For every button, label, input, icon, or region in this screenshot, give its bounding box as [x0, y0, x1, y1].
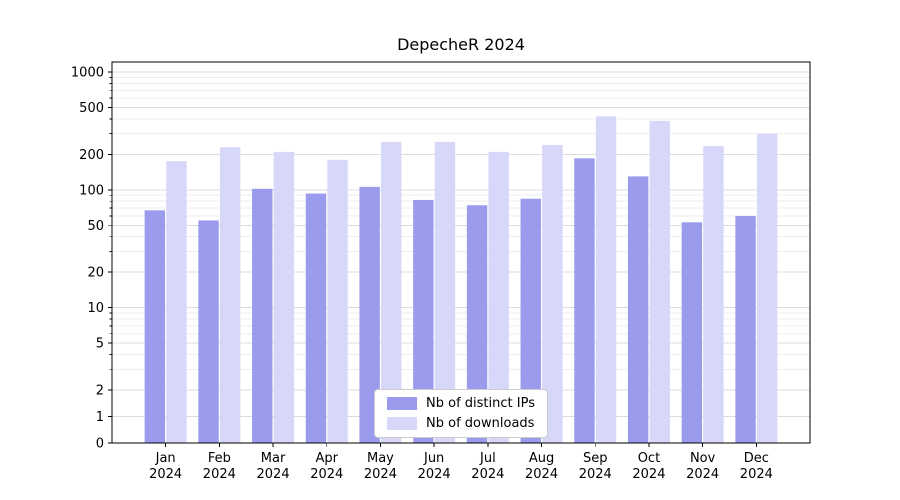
y-tick-label: 2: [96, 384, 104, 399]
x-tick-label-month: Nov: [690, 451, 716, 466]
x-tick-label-year: 2024: [257, 467, 290, 482]
bar-distinct-ips-jun: [413, 199, 434, 443]
bar-distinct-ips-dec: [735, 215, 756, 443]
bar-downloads-may: [381, 141, 402, 444]
y-tick-label: 200: [79, 148, 104, 163]
bar-distinct-ips-may: [359, 186, 380, 443]
x-tick-label-year: 2024: [579, 467, 612, 482]
bar-downloads-nov: [703, 146, 724, 444]
bars: [144, 116, 778, 444]
x-tick-label-month: Aug: [529, 451, 554, 466]
y-tick-label: 500: [79, 101, 104, 116]
y-tick-label: 50: [87, 219, 104, 234]
bar-downloads-dec: [756, 133, 778, 443]
bar-distinct-ips-feb: [198, 220, 219, 443]
bar-downloads-apr: [327, 159, 348, 443]
x-axis: Jan2024Feb2024Mar2024Apr2024May2024Jun20…: [149, 443, 773, 482]
bar-downloads-jul: [488, 151, 509, 443]
bar-distinct-ips-apr: [305, 193, 327, 443]
x-tick-label-month: Feb: [208, 451, 231, 466]
bar-downloads-oct: [649, 120, 670, 443]
x-tick-label-month: Oct: [638, 451, 660, 466]
x-tick-label-month: Jul: [479, 451, 496, 466]
x-tick-label-month: Sep: [583, 451, 608, 466]
bar-distinct-ips-mar: [252, 188, 273, 443]
bar-distinct-ips-jan: [144, 210, 166, 443]
chart-title: DepecheR 2024: [397, 35, 525, 54]
x-tick-label-year: 2024: [310, 467, 343, 482]
bar-downloads-jan: [166, 161, 187, 443]
x-tick-label-month: Mar: [261, 451, 286, 466]
bar-downloads-aug: [542, 145, 563, 443]
x-tick-label-year: 2024: [740, 467, 773, 482]
x-tick-label-month: May: [367, 451, 394, 466]
x-tick-label-year: 2024: [364, 467, 397, 482]
bar-downloads-feb: [219, 147, 241, 443]
x-tick-label-year: 2024: [686, 467, 719, 482]
x-tick-label-year: 2024: [471, 467, 504, 482]
y-axis: 0 1 2 5 10 20 50 100 200 500 1000: [71, 66, 112, 452]
bar-distinct-ips-jul: [466, 205, 488, 443]
y-tick-label: 0: [96, 437, 104, 452]
legend-swatch-distinct-ips: [387, 397, 418, 410]
legend-label-downloads: Nb of downloads: [426, 416, 535, 431]
y-tick-label: 100: [79, 183, 104, 198]
x-tick-label-month: Jan: [155, 451, 176, 466]
legend-label-distinct-ips: Nb of distinct IPs: [426, 396, 535, 411]
bar-distinct-ips-sep: [574, 158, 595, 444]
bar-distinct-ips-aug: [520, 198, 541, 443]
x-tick-label-year: 2024: [525, 467, 558, 482]
y-tick-label: 1: [96, 410, 104, 425]
legend-item-distinct-ips: Nb of distinct IPs: [387, 396, 535, 411]
y-tick-label: 5: [96, 337, 104, 352]
y-tick-label: 1000: [71, 66, 104, 81]
legend-item-downloads: Nb of downloads: [387, 416, 535, 431]
bar-distinct-ips-nov: [681, 222, 703, 443]
x-tick-label-year: 2024: [418, 467, 451, 482]
bar-distinct-ips-oct: [627, 176, 649, 443]
x-tick-label-year: 2024: [203, 467, 236, 482]
bar-downloads-mar: [273, 151, 295, 443]
x-tick-label-year: 2024: [632, 467, 665, 482]
x-tick-label-month: Jun: [423, 451, 444, 466]
plot-border: [111, 61, 811, 444]
bar-downloads-sep: [595, 116, 617, 443]
x-tick-label-year: 2024: [149, 467, 182, 482]
x-tick-label-month: Dec: [744, 451, 769, 466]
y-tick-label: 20: [87, 266, 104, 281]
legend: Nb of distinct IPs Nb of downloads: [374, 389, 548, 438]
legend-swatch-downloads: [387, 417, 418, 430]
bar-downloads-jun: [434, 141, 456, 444]
x-tick-label-month: Apr: [316, 451, 339, 466]
y-tick-label: 10: [87, 301, 104, 316]
